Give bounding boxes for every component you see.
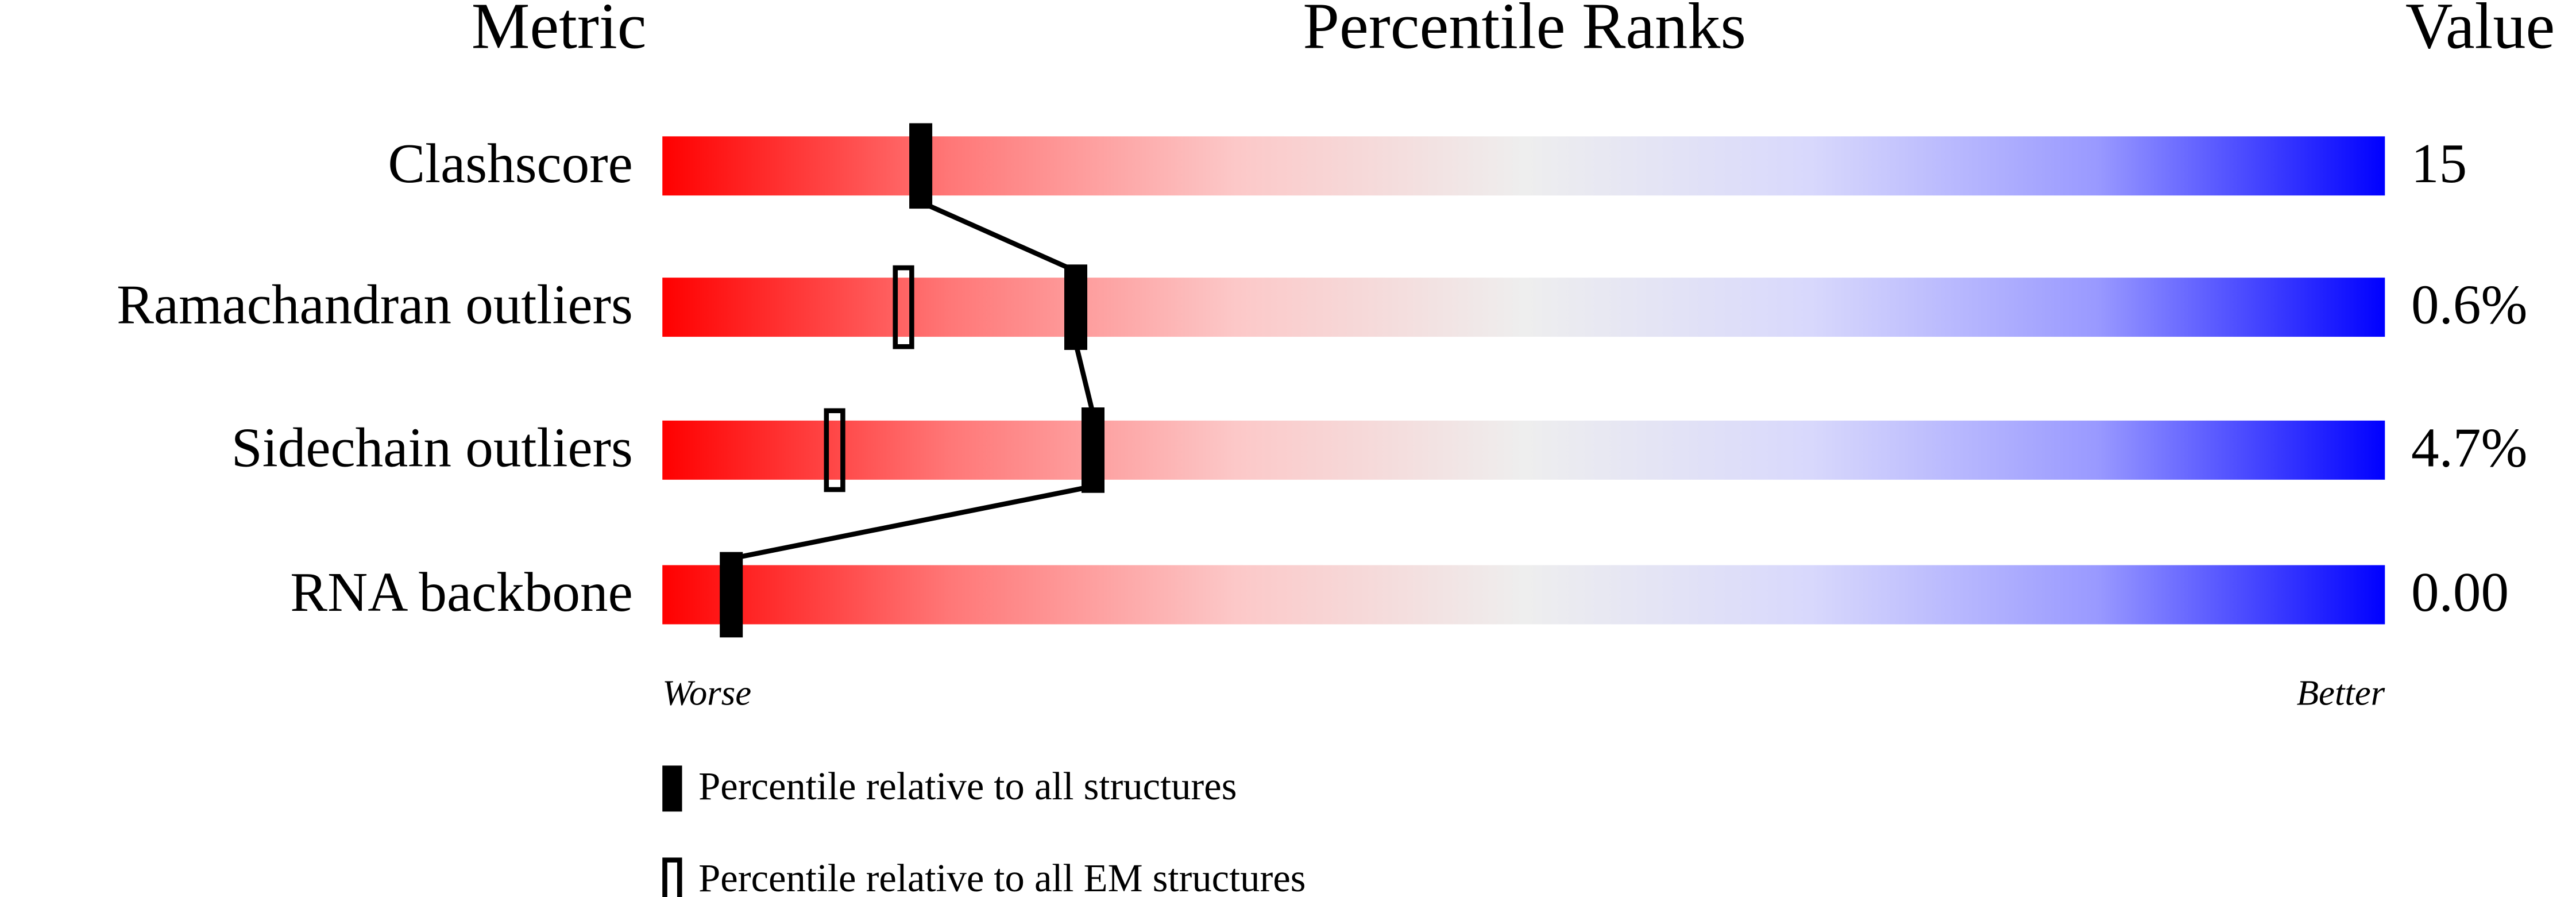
rank-bar <box>662 136 2385 196</box>
rank-bar <box>662 565 2385 625</box>
column-header: Percentile Ranks <box>1303 0 1746 62</box>
metric-label: Sidechain outliers <box>231 417 633 479</box>
connector <box>731 484 1094 561</box>
axis-end-label: Better <box>2297 673 2385 713</box>
em-percentile-marker <box>824 408 845 492</box>
metric-value: 0.00 <box>2411 561 2509 623</box>
connector <box>920 199 1077 274</box>
percentile-marker <box>720 552 743 638</box>
rank-bar <box>662 420 2385 480</box>
metric-label: Clashscore <box>388 133 632 195</box>
metric-value: 4.7% <box>2411 417 2527 479</box>
legend-label: Percentile relative to all structures <box>698 764 1237 808</box>
axis-end-label: Worse <box>662 673 751 713</box>
legend-swatch <box>662 857 682 897</box>
column-header: Metric <box>472 0 647 62</box>
em-percentile-marker <box>893 265 914 349</box>
metric-value: 15 <box>2411 133 2467 195</box>
percentile-marker <box>1064 264 1088 350</box>
legend-swatch <box>662 765 682 812</box>
metric-value: 0.6% <box>2411 274 2527 336</box>
rank-bar <box>662 278 2385 337</box>
metric-label: RNA backbone <box>290 561 633 623</box>
percentile-marker <box>909 123 933 209</box>
metric-label: Ramachandran outliers <box>117 274 633 336</box>
percentile-marker <box>1081 407 1105 493</box>
legend-label: Percentile relative to all EM structures <box>698 856 1306 897</box>
column-header: Value <box>2405 0 2555 62</box>
connector <box>1073 342 1096 415</box>
